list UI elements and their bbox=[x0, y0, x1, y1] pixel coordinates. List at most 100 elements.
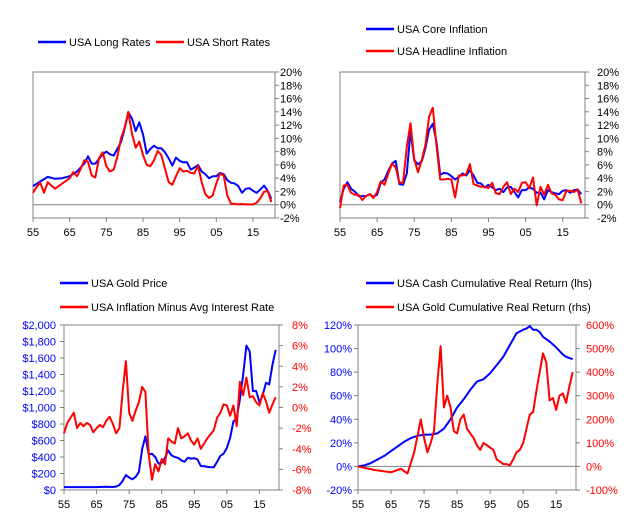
x-tick-label: 15 bbox=[550, 499, 562, 511]
x-tick-label: 05 bbox=[519, 227, 531, 239]
right-y-tick-label: 400% bbox=[586, 367, 614, 379]
series-line-gold-0 bbox=[64, 344, 277, 489]
chart-panel-rates: 55 65 75 85 95 05 15 -2%0% 2%4%6%8% 10%12%14%16% 1… bbox=[27, 37, 302, 239]
right-y-tick-label: 18% bbox=[597, 80, 619, 92]
left-y-tick-label: $1,000 bbox=[22, 403, 56, 415]
left-y-tick-label: 0% bbox=[336, 461, 352, 473]
legend-label: USA Cash Cumulative Real Return (lhs) bbox=[397, 278, 592, 290]
left-y-tick-label: $800 bbox=[32, 419, 56, 431]
x-tick-label: 05 bbox=[221, 499, 233, 511]
right-y-tick-label: 20% bbox=[280, 67, 302, 79]
right-y-tick-label: 18% bbox=[280, 80, 302, 92]
series-line-rates-1 bbox=[32, 110, 273, 206]
right-y-tick-label: -4% bbox=[292, 444, 312, 456]
x-tick-label: 55 bbox=[27, 227, 39, 239]
right-y-tick-label: 8% bbox=[292, 320, 308, 332]
right-y-tick-label: 0% bbox=[280, 200, 296, 212]
x-tick-label: 15 bbox=[253, 499, 265, 511]
x-tick-label: 75 bbox=[100, 227, 112, 239]
left-y-tick-label: 60% bbox=[330, 391, 352, 403]
right-y-tick-label: 500% bbox=[586, 344, 614, 356]
right-y-tick-label: 4% bbox=[280, 173, 296, 185]
x-tick-label: 65 bbox=[64, 227, 76, 239]
right-y-tick-label: 200% bbox=[586, 414, 614, 426]
x-tick-label: 75 bbox=[123, 499, 135, 511]
right-y-tick-label: -6% bbox=[292, 464, 312, 476]
chart-panel-inflation: 55 65 75 85 95 05 15 -2%0% 2%4%6%8% 10%12%14%16% 1… bbox=[334, 24, 619, 239]
right-y-tick-label: 12% bbox=[280, 120, 302, 132]
left-y-tick-label: $600 bbox=[32, 436, 56, 448]
series-line-cumulative-0 bbox=[357, 325, 574, 468]
right-y-tick-label: 6% bbox=[292, 341, 308, 353]
right-y-tick-label: 0% bbox=[586, 461, 602, 473]
legend-label: USA Gold Price bbox=[91, 278, 167, 290]
right-y-tick-label: 10% bbox=[280, 133, 302, 145]
right-y-tick-label: -100% bbox=[586, 485, 618, 497]
series-line-cumulative-1 bbox=[357, 345, 574, 475]
right-y-tick-label: 16% bbox=[597, 94, 619, 106]
series-line-gold-1 bbox=[63, 360, 277, 481]
chart-panel-gold: 55 65 75 85 95 05 15 $0 $200 $400 $600 $800 $1,000 $1… bbox=[22, 278, 311, 511]
x-tick-label: 55 bbox=[58, 499, 70, 511]
left-y-tick-label: $1,200 bbox=[22, 386, 56, 398]
right-y-tick-label: 16% bbox=[280, 94, 302, 106]
x-tick-label: 65 bbox=[385, 499, 397, 511]
right-y-tick-label: 300% bbox=[586, 391, 614, 403]
left-y-tick-label: 120% bbox=[324, 320, 352, 332]
right-y-tick-label: 10% bbox=[597, 133, 619, 145]
right-y-tick-label: 8% bbox=[597, 147, 613, 159]
left-y-tick-label: -20% bbox=[326, 485, 352, 497]
left-y-tick-label: 20% bbox=[330, 438, 352, 450]
right-y-tick-label: 14% bbox=[280, 107, 302, 119]
left-y-tick-label: $400 bbox=[32, 452, 56, 464]
right-y-tick-label: 600% bbox=[586, 320, 614, 332]
right-y-tick-label: 2% bbox=[597, 186, 613, 198]
right-y-tick-label: 0% bbox=[292, 403, 308, 415]
legend-label: USA Core Inflation bbox=[397, 24, 488, 36]
x-tick-label: 85 bbox=[156, 499, 168, 511]
right-y-tick-label: -8% bbox=[292, 485, 312, 497]
plot-frame bbox=[32, 71, 276, 219]
x-tick-label: 65 bbox=[371, 227, 383, 239]
legend-label: USA Inflation Minus Avg Interest Rate bbox=[91, 302, 274, 314]
plot-frame bbox=[339, 71, 586, 219]
right-y-tick-label: 2% bbox=[280, 186, 296, 198]
right-y-tick-label: 8% bbox=[280, 147, 296, 159]
series-line-rates-0 bbox=[32, 111, 273, 200]
plot-frame bbox=[357, 324, 577, 491]
chart-panel-cumulative: 55 65 75 85 95 05 15 -20% 0% 20% 40% 60% 80% 100% 120%… bbox=[324, 278, 618, 511]
right-y-tick-label: 4% bbox=[597, 173, 613, 185]
x-tick-label: 95 bbox=[174, 227, 186, 239]
right-y-tick-label: 100% bbox=[586, 438, 614, 450]
x-tick-label: 95 bbox=[482, 227, 494, 239]
x-tick-label: 05 bbox=[210, 227, 222, 239]
left-y-tick-label: 40% bbox=[330, 414, 352, 426]
right-y-tick-label: 4% bbox=[292, 361, 308, 373]
right-y-tick-label: -2% bbox=[280, 213, 300, 225]
left-y-tick-label: $0 bbox=[44, 485, 56, 497]
legend-label: USA Long Rates bbox=[69, 37, 151, 49]
legend-label: USA Headline Inflation bbox=[397, 46, 507, 58]
x-tick-label: 15 bbox=[557, 227, 569, 239]
right-y-tick-label: -2% bbox=[292, 423, 312, 435]
right-y-tick-label: 2% bbox=[292, 382, 308, 394]
x-tick-label: 55 bbox=[352, 499, 364, 511]
right-y-tick-label: 6% bbox=[280, 160, 296, 172]
x-tick-label: 05 bbox=[517, 499, 529, 511]
x-tick-label: 85 bbox=[445, 227, 457, 239]
x-tick-label: 75 bbox=[408, 227, 420, 239]
right-y-tick-label: 14% bbox=[597, 107, 619, 119]
right-y-tick-label: -2% bbox=[597, 213, 617, 225]
right-y-tick-label: 6% bbox=[597, 160, 613, 172]
left-y-tick-label: $200 bbox=[32, 469, 56, 481]
right-y-tick-label: 20% bbox=[597, 67, 619, 79]
x-tick-label: 95 bbox=[484, 499, 496, 511]
left-y-tick-label: $2,000 bbox=[22, 320, 56, 332]
left-y-tick-label: $1,800 bbox=[22, 337, 56, 349]
legend-label: USA Gold Cumulative Real Return (rhs) bbox=[397, 302, 591, 314]
left-y-tick-label: 100% bbox=[324, 344, 352, 356]
left-y-tick-label: 80% bbox=[330, 367, 352, 379]
x-tick-label: 85 bbox=[451, 499, 463, 511]
x-tick-label: 75 bbox=[418, 499, 430, 511]
